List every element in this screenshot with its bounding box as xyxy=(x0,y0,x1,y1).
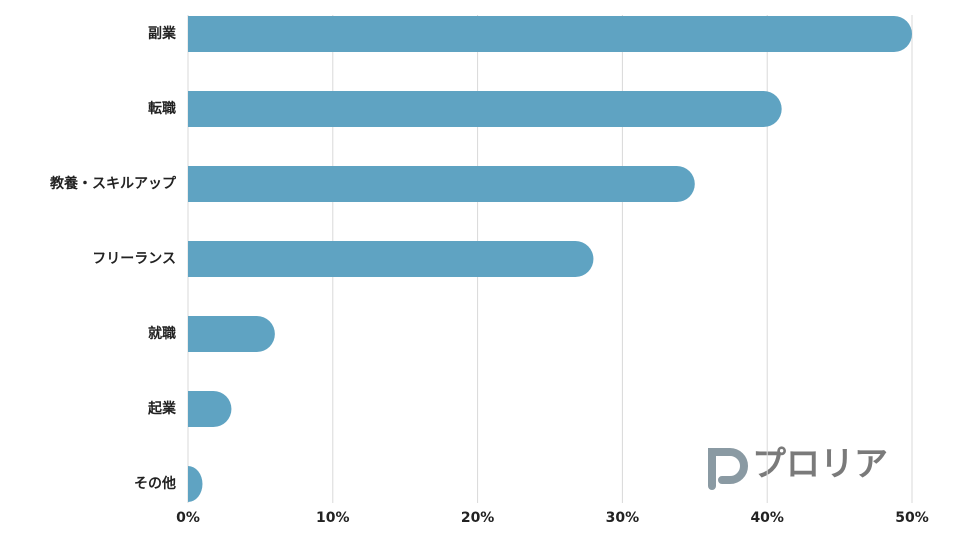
y-tick-label: 起業 xyxy=(147,400,177,417)
bar xyxy=(188,91,782,127)
x-tick-label: 0% xyxy=(176,510,200,526)
bar xyxy=(188,16,912,52)
bar xyxy=(188,391,232,427)
x-tick-label: 30% xyxy=(606,510,640,526)
bar xyxy=(188,241,594,277)
bar xyxy=(188,466,203,502)
y-tick-label: 就職 xyxy=(148,325,176,342)
bar xyxy=(188,316,275,352)
logo-icon xyxy=(708,448,748,490)
y-tick-label: 副業 xyxy=(148,25,177,42)
logo-text: プロリア xyxy=(752,445,888,485)
y-tick-label: その他 xyxy=(134,475,176,492)
y-tick-label: 転職 xyxy=(148,100,176,117)
y-tick-label: 教養・スキルアップ xyxy=(50,175,177,192)
x-tick-label: 40% xyxy=(750,510,784,526)
x-tick-label: 50% xyxy=(895,510,929,526)
x-tick-label: 20% xyxy=(461,510,495,526)
x-tick-label: 10% xyxy=(316,510,350,526)
logo: プロリア xyxy=(708,445,888,490)
y-tick-label: フリーランス xyxy=(92,251,176,267)
bar xyxy=(188,166,695,202)
